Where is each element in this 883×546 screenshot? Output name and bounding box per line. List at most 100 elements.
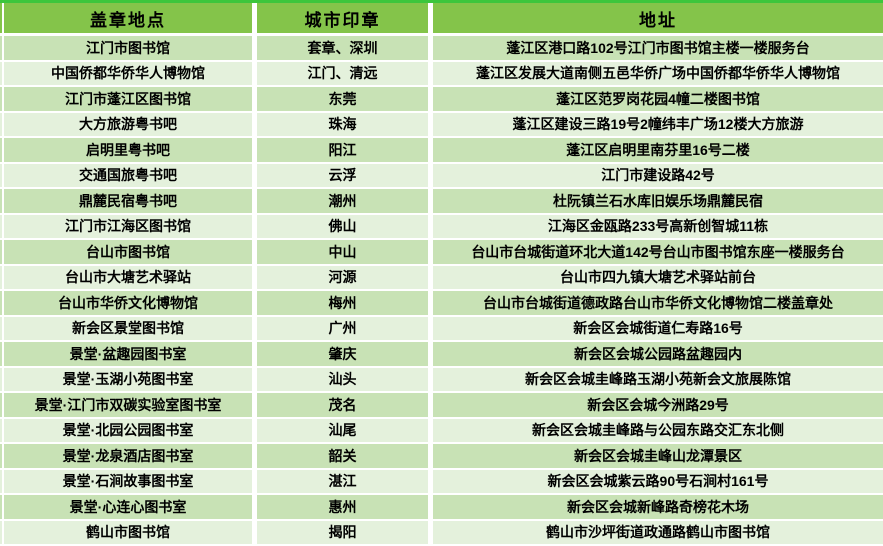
address-cell: 新会区会城街道仁寿路16号 — [433, 316, 883, 342]
address-cell: 台山市四九镇大塘艺术驿站前台 — [433, 265, 883, 291]
left-edge-sliver — [0, 495, 4, 521]
left-edge-sliver — [0, 469, 4, 495]
address-cell: 蓬江区建设三路19号2幢纬丰广场12楼大方旅游 — [433, 112, 883, 138]
left-edge-sliver — [0, 393, 4, 419]
column-header-address: 地址 — [433, 3, 883, 36]
seal-cell: 中山 — [257, 240, 433, 266]
address-cell: 新会区会城公园路盆趣园内 — [433, 342, 883, 368]
seal-cell: 韶关 — [257, 444, 433, 470]
seal-cell: 套章、深圳 — [257, 36, 433, 62]
location-cell: 台山市华侨文化博物馆 — [4, 291, 257, 317]
seal-cell: 惠州 — [257, 495, 433, 521]
table-row: 江门市江海区图书馆 佛山 江海区金瓯路233号高新创智城11栋 — [0, 214, 883, 240]
location-cell: 景堂·龙泉酒店图书室 — [4, 444, 257, 470]
location-cell: 大方旅游粤书吧 — [4, 112, 257, 138]
left-edge-sliver — [0, 291, 4, 317]
seal-cell: 汕尾 — [257, 418, 433, 444]
table-row: 台山市图书馆 中山 台山市台城街道环北大道142号台山市图书馆东座一楼服务台 — [0, 240, 883, 266]
seal-cell: 潮州 — [257, 189, 433, 215]
seal-cell: 揭阳 — [257, 520, 433, 546]
location-cell: 鹤山市图书馆 — [4, 520, 257, 546]
address-cell: 新会区会城今洲路29号 — [433, 393, 883, 419]
stamp-locations-table: 盖章地点 城市印章 地址 江门市图书馆 套章、深圳 蓬江区港口路102号江门市图书馆… — [0, 3, 883, 546]
address-cell: 台山市台城街道环北大道142号台山市图书馆东座一楼服务台 — [433, 240, 883, 266]
location-cell: 景堂·江门市双碳实验室图书室 — [4, 393, 257, 419]
left-edge-sliver — [0, 61, 4, 87]
table-header: 盖章地点 城市印章 地址 — [0, 3, 883, 36]
seal-cell: 江门、清远 — [257, 61, 433, 87]
address-cell: 蓬江区范罗岗花园4幢二楼图书馆 — [433, 87, 883, 113]
table-row: 交通国旅粤书吧 云浮 江门市建设路42号 — [0, 163, 883, 189]
left-edge-sliver — [0, 418, 4, 444]
seal-cell: 佛山 — [257, 214, 433, 240]
left-edge-sliver — [0, 163, 4, 189]
location-cell: 景堂·玉湖小苑图书室 — [4, 367, 257, 393]
left-edge-sliver — [0, 138, 4, 164]
location-cell: 中国侨都华侨华人博物馆 — [4, 61, 257, 87]
left-edge-sliver — [0, 3, 4, 36]
table-row: 鹤山市图书馆 揭阳 鹤山市沙坪街道政通路鹤山市图书馆 — [0, 520, 883, 546]
address-cell: 新会区会城新峰路奇榜花木场 — [433, 495, 883, 521]
left-edge-sliver — [0, 342, 4, 368]
table-row: 景堂·石涧故事图书室 湛江 新会区会城紫云路90号石涧村161号 — [0, 469, 883, 495]
seal-cell: 茂名 — [257, 393, 433, 419]
left-edge-sliver — [0, 265, 4, 291]
left-edge-sliver — [0, 189, 4, 215]
location-cell: 景堂·北园公园图书室 — [4, 418, 257, 444]
location-cell: 交通国旅粤书吧 — [4, 163, 257, 189]
seal-cell: 肇庆 — [257, 342, 433, 368]
table-row: 启明里粤书吧 阳江 蓬江区启明里南芬里16号二楼 — [0, 138, 883, 164]
table-body: 江门市图书馆 套章、深圳 蓬江区港口路102号江门市图书馆主楼一楼服务台 中国侨都华侨… — [0, 36, 883, 546]
seal-cell: 湛江 — [257, 469, 433, 495]
seal-cell: 汕头 — [257, 367, 433, 393]
column-header-city-seal: 城市印章 — [257, 3, 433, 36]
table-row: 景堂·北园公园图书室 汕尾 新会区会城圭峰路与公园东路交汇东北侧 — [0, 418, 883, 444]
address-cell: 江门市建设路42号 — [433, 163, 883, 189]
address-cell: 新会区会城圭峰路玉湖小苑新会文旅展陈馆 — [433, 367, 883, 393]
table-row: 新会区景堂图书馆 广州 新会区会城街道仁寿路16号 — [0, 316, 883, 342]
address-cell: 江海区金瓯路233号高新创智城11栋 — [433, 214, 883, 240]
left-edge-sliver — [0, 520, 4, 546]
location-cell: 启明里粤书吧 — [4, 138, 257, 164]
table-row: 江门市图书馆 套章、深圳 蓬江区港口路102号江门市图书馆主楼一楼服务台 — [0, 36, 883, 62]
address-cell: 新会区会城紫云路90号石涧村161号 — [433, 469, 883, 495]
left-edge-sliver — [0, 367, 4, 393]
address-cell: 鹤山市沙坪街道政通路鹤山市图书馆 — [433, 520, 883, 546]
table-row: 江门市蓬江区图书馆 东莞 蓬江区范罗岗花园4幢二楼图书馆 — [0, 87, 883, 113]
table-row: 台山市华侨文化博物馆 梅州 台山市台城街道德政路台山市华侨文化博物馆二楼盖章处 — [0, 291, 883, 317]
address-cell: 台山市台城街道德政路台山市华侨文化博物馆二楼盖章处 — [433, 291, 883, 317]
address-cell: 蓬江区启明里南芬里16号二楼 — [433, 138, 883, 164]
left-edge-sliver — [0, 444, 4, 470]
seal-cell: 珠海 — [257, 112, 433, 138]
address-cell: 新会区会城圭峰山龙潭景区 — [433, 444, 883, 470]
table-row: 景堂·玉湖小苑图书室 汕头 新会区会城圭峰路玉湖小苑新会文旅展陈馆 — [0, 367, 883, 393]
table-row: 中国侨都华侨华人博物馆 江门、清远 蓬江区发展大道南侧五邑华侨广场中国侨都华侨华人博… — [0, 61, 883, 87]
location-cell: 鼎麓民宿粤书吧 — [4, 189, 257, 215]
table-row: 台山市大塘艺术驿站 河源 台山市四九镇大塘艺术驿站前台 — [0, 265, 883, 291]
left-edge-sliver — [0, 36, 4, 62]
address-cell: 新会区会城圭峰路与公园东路交汇东北侧 — [433, 418, 883, 444]
left-edge-sliver — [0, 87, 4, 113]
address-cell: 蓬江区港口路102号江门市图书馆主楼一楼服务台 — [433, 36, 883, 62]
address-cell: 杜阮镇兰石水库旧娱乐场鼎麓民宿 — [433, 189, 883, 215]
location-cell: 江门市蓬江区图书馆 — [4, 87, 257, 113]
table-row: 景堂·心连心图书室 惠州 新会区会城新峰路奇榜花木场 — [0, 495, 883, 521]
location-cell: 新会区景堂图书馆 — [4, 316, 257, 342]
seal-cell: 阳江 — [257, 138, 433, 164]
left-edge-sliver — [0, 316, 4, 342]
location-cell: 景堂·石涧故事图书室 — [4, 469, 257, 495]
location-cell: 景堂·盆趣园图书室 — [4, 342, 257, 368]
table-row: 鼎麓民宿粤书吧 潮州 杜阮镇兰石水库旧娱乐场鼎麓民宿 — [0, 189, 883, 215]
address-cell: 蓬江区发展大道南侧五邑华侨广场中国侨都华侨华人博物馆 — [433, 61, 883, 87]
location-cell: 景堂·心连心图书室 — [4, 495, 257, 521]
location-cell: 江门市图书馆 — [4, 36, 257, 62]
left-edge-sliver — [0, 240, 4, 266]
seal-cell: 河源 — [257, 265, 433, 291]
table-row: 景堂·江门市双碳实验室图书室 茂名 新会区会城今洲路29号 — [0, 393, 883, 419]
location-cell: 台山市大塘艺术驿站 — [4, 265, 257, 291]
seal-cell: 云浮 — [257, 163, 433, 189]
table-row: 景堂·龙泉酒店图书室 韶关 新会区会城圭峰山龙潭景区 — [0, 444, 883, 470]
seal-cell: 梅州 — [257, 291, 433, 317]
seal-cell: 东莞 — [257, 87, 433, 113]
